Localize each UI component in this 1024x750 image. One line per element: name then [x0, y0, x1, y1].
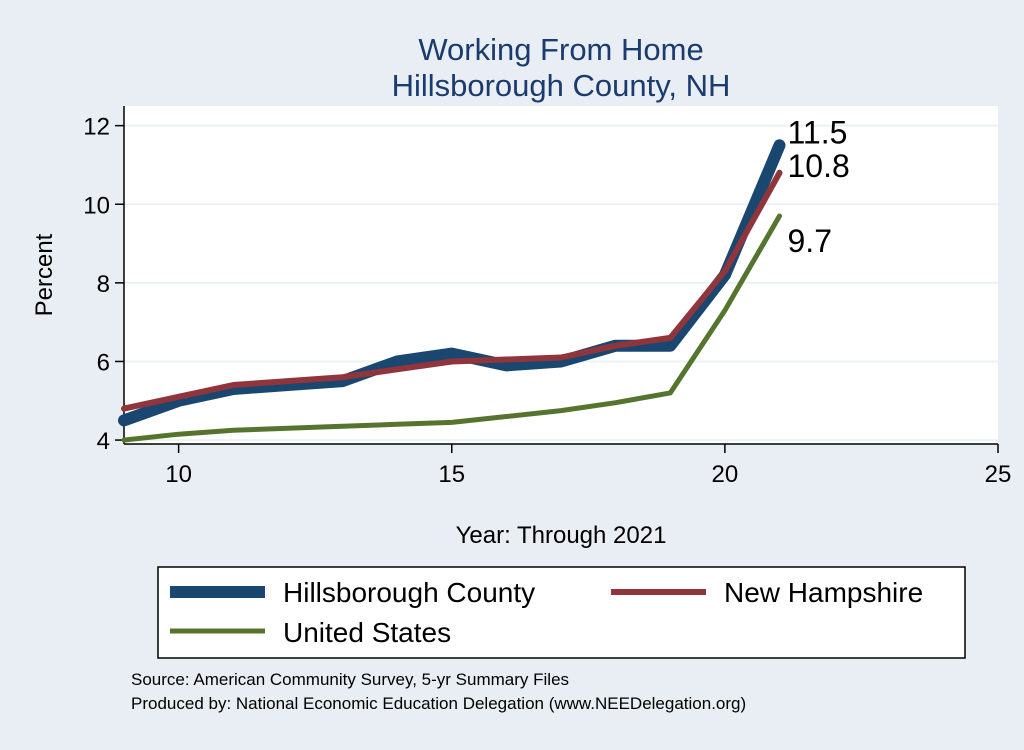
y-axis-title: Percent [31, 233, 58, 316]
series-line-hillsborough-county [118, 139, 786, 427]
y-tick-label: 6 [97, 349, 110, 376]
legend: Hillsborough County New Hampshire United… [157, 566, 966, 659]
y-tick-label: 4 [97, 428, 110, 455]
legend-label-united-states: United States [283, 617, 451, 648]
legend-box [157, 566, 966, 659]
end-label-new-hampshire: 10.8 [788, 148, 850, 184]
end-label-united-states: 9.7 [788, 223, 832, 259]
y-tick-label: 10 [83, 192, 110, 219]
y-tick-label: 8 [97, 271, 110, 298]
x-tick-label: 20 [712, 461, 739, 488]
legend-item-new-hampshire: New Hampshire [611, 577, 923, 608]
legend-item-united-states: United States [170, 617, 451, 648]
producer-note: Produced by: National Economic Education… [131, 694, 746, 713]
legend-item-hillsborough: Hillsborough County [170, 577, 535, 608]
series-lines [118, 139, 786, 443]
chart-title-line-2: Hillsborough County, NH [392, 68, 731, 103]
x-tick-label: 25 [985, 461, 1012, 488]
x-axis-title: Year: Through 2021 [456, 522, 667, 549]
end-label-hillsborough-county: 11.5 [788, 114, 848, 150]
series-line-united-states [121, 213, 782, 443]
source-note: Source: American Community Survey, 5-yr … [131, 670, 569, 689]
data-labels: 11.510.8 9.7 [788, 114, 850, 259]
x-tick-label: 10 [165, 461, 192, 488]
series-line-new-hampshire [121, 169, 783, 412]
y-tick-label: 12 [83, 114, 110, 141]
x-tick-label: 15 [438, 461, 465, 488]
legend-label-new-hampshire: New Hampshire [724, 577, 923, 608]
axes: 4 6 8 10 12 10 15 20 25 [83, 106, 1011, 488]
legend-label-hillsborough: Hillsborough County [283, 577, 535, 608]
chart-title-line-1: Working From Home [418, 32, 703, 67]
